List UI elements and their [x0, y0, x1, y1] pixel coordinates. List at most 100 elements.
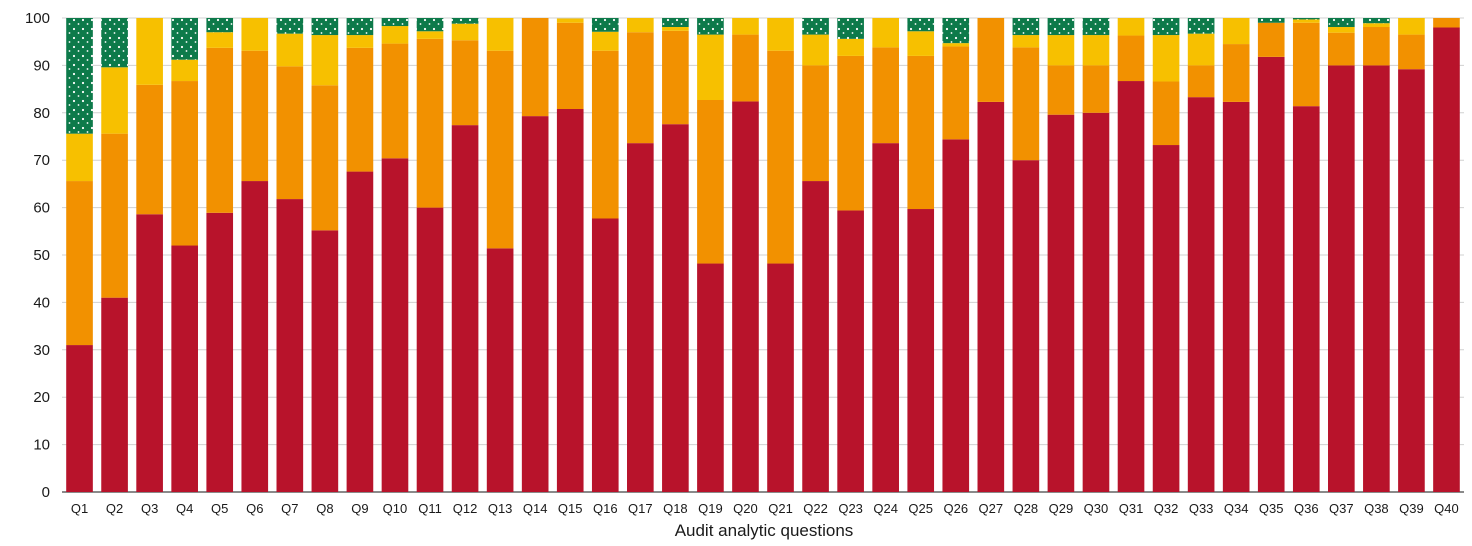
x-category-label: Q23 [838, 501, 863, 516]
x-category-label: Q40 [1434, 501, 1459, 516]
bar-segment-q18-s2 [662, 30, 689, 125]
bars-layer [66, 18, 1460, 493]
bar-segment-q37-s2 [1328, 32, 1355, 66]
bar-segment-q17-s2 [627, 32, 654, 144]
bar-segment-q9-s4 [346, 18, 374, 36]
bar-segment-q15-s1 [556, 109, 584, 493]
bar-segment-q37-s3 [1328, 27, 1355, 33]
bar-segment-q30-s1 [1082, 112, 1110, 493]
y-tick-label: 70 [33, 152, 50, 169]
bar-segment-q35-s4 [1257, 18, 1285, 23]
bar-segment-q33-s3 [1187, 33, 1215, 66]
bar-segment-q8-s3 [311, 35, 339, 86]
x-category-label: Q25 [908, 501, 933, 516]
bar-segment-q16-s1 [591, 218, 619, 492]
bar-segment-q35-s2 [1257, 22, 1285, 57]
bar-segment-q30-s4 [1082, 18, 1110, 36]
bar-segment-q36-s2 [1292, 22, 1320, 107]
bar-segment-q7-s1 [276, 199, 304, 492]
bar-segment-q2-s2 [101, 133, 128, 298]
x-category-label: Q29 [1049, 501, 1074, 516]
bar-segment-q28-s2 [1012, 47, 1040, 161]
y-tick-label: 90 [33, 57, 50, 74]
bar-segment-q2-s3 [101, 67, 128, 134]
bar-segment-q13-s3 [486, 18, 514, 51]
bar-segment-q9-s2 [346, 47, 374, 172]
x-category-label: Q6 [246, 501, 263, 516]
x-category-label: Q31 [1119, 501, 1144, 516]
x-category-label: Q33 [1189, 501, 1214, 516]
bar-segment-q37-s1 [1328, 65, 1355, 493]
bar-segment-q38-s4 [1363, 18, 1390, 24]
bar-segment-q20-s3 [732, 18, 759, 35]
bar-segment-q32-s1 [1152, 145, 1180, 493]
bar-segment-q13-s1 [486, 248, 514, 492]
x-axis-categories: Q1 Q2 Q3 Q4 Q5 Q6 Q7 Q8 Q9 Q10 Q11 Q12 Q13 Q14 Q15 Q16 Q… [71, 501, 1459, 516]
y-tick-label: 40 [33, 294, 50, 311]
bar-segment-q5-s4 [206, 18, 234, 33]
bar-segment-q10-s1 [381, 158, 409, 492]
x-category-label: Q13 [488, 501, 513, 516]
bar-segment-q19-s3 [697, 34, 724, 101]
bar-segment-q19-s2 [697, 100, 724, 264]
y-tick-label: 60 [33, 200, 50, 217]
bar-segment-q18-s3 [662, 27, 689, 31]
bar-segment-q15-s2 [556, 22, 584, 110]
x-category-label: Q5 [211, 501, 228, 516]
bar-segment-q3-s3 [136, 18, 163, 85]
bar-segment-q6-s2 [241, 50, 269, 182]
bar-segment-q13-s2 [486, 50, 514, 249]
bar-segment-q31-s1 [1117, 81, 1145, 493]
bar-segment-q4-s1 [171, 245, 198, 492]
bar-segment-q21-s3 [767, 18, 794, 51]
x-category-label: Q19 [698, 501, 723, 516]
bar-segment-q26-s1 [942, 139, 970, 492]
bar-segment-q26-s3 [942, 43, 970, 47]
x-category-label: Q24 [873, 501, 898, 516]
bar-segment-q25-s2 [907, 55, 935, 210]
x-category-label: Q8 [316, 501, 333, 516]
bar-segment-q39-s2 [1398, 34, 1425, 70]
bar-segment-q40-s1 [1433, 27, 1460, 492]
bar-segment-q39-s1 [1398, 69, 1425, 492]
bar-segment-q19-s4 [697, 18, 724, 35]
x-category-label: Q17 [628, 501, 653, 516]
x-category-label: Q36 [1294, 501, 1319, 516]
y-tick-label: 100 [25, 10, 50, 27]
bar-segment-q17-s1 [627, 143, 654, 493]
bar-segment-q11-s1 [416, 207, 444, 492]
x-category-label: Q16 [593, 501, 618, 516]
bar-segment-q23-s2 [837, 55, 864, 211]
x-category-label: Q14 [523, 501, 548, 516]
bar-segment-q40-s2 [1433, 18, 1460, 28]
bar-segment-q32-s4 [1152, 18, 1180, 36]
x-category-label: Q34 [1224, 501, 1249, 516]
bar-segment-q18-s4 [662, 18, 689, 28]
bar-segment-q22-s2 [802, 65, 829, 182]
bar-segment-q19-s1 [697, 263, 724, 492]
bar-segment-q37-s4 [1328, 18, 1355, 28]
bar-segment-q21-s1 [767, 263, 794, 492]
y-tick-label: 80 [33, 105, 50, 122]
bar-segment-q10-s4 [381, 18, 409, 27]
bar-segment-q3-s1 [136, 214, 163, 492]
x-category-label: Q1 [71, 501, 88, 516]
bar-segment-q7-s4 [276, 18, 304, 34]
bar-segment-q4-s2 [171, 81, 198, 246]
bar-segment-q11-s3 [416, 31, 444, 39]
bar-segment-q6-s3 [241, 18, 269, 51]
bar-segment-q17-s3 [627, 18, 654, 33]
bar-segment-q22-s1 [802, 181, 829, 492]
bar-segment-q23-s3 [837, 38, 864, 56]
bar-segment-q1-s2 [66, 181, 93, 346]
bar-segment-q9-s1 [346, 171, 374, 493]
bar-segment-q12-s1 [451, 125, 479, 493]
bar-segment-q28-s3 [1012, 35, 1040, 48]
bar-segment-q9-s3 [346, 35, 374, 48]
bar-segment-q38-s2 [1363, 27, 1390, 66]
bar-segment-q12-s2 [451, 40, 479, 126]
bar-segment-q36-s4 [1292, 18, 1320, 20]
bar-segment-q25-s3 [907, 31, 935, 56]
bar-segment-q1-s1 [66, 345, 93, 492]
